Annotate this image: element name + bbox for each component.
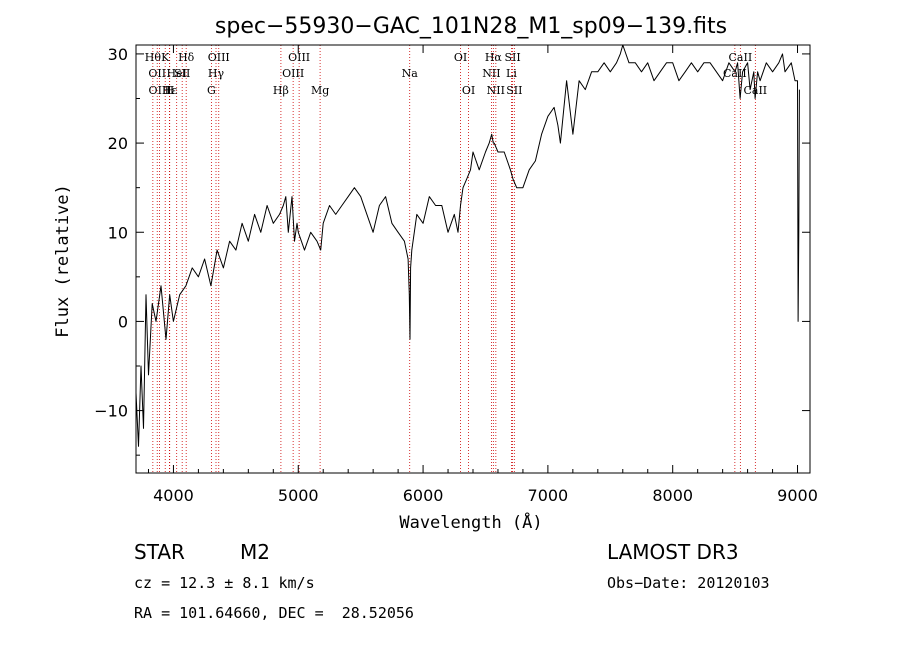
- line-label-3: K: [161, 51, 170, 64]
- line-label-15: Mg: [311, 84, 329, 97]
- spectral-line-labels: HθOIIOIIIKHHεHeISIIHδGHγOIIIHβOIIIOIIIMg…: [145, 51, 767, 97]
- line-label-20: Hα: [485, 51, 503, 64]
- x-tick-label-9000: 9000: [777, 486, 818, 505]
- line-label-23: SII: [504, 51, 520, 64]
- line-label-6: HeI: [166, 67, 186, 80]
- object-class: STAR: [134, 540, 185, 564]
- object-subclass: M2: [240, 540, 270, 564]
- redshift-text: cz = 12.3 ± 8.1 km/s: [134, 574, 315, 592]
- line-label-4: H: [165, 84, 175, 97]
- axis-ticks: 4000 5000 6000 7000 8000 9000 −10 0 10 20 30: [94, 45, 818, 505]
- line-label-21: NII: [487, 84, 505, 97]
- line-label-7: SII: [174, 67, 190, 80]
- line-label-22: Li: [506, 67, 517, 80]
- line-label-18: OI: [462, 84, 475, 97]
- line-label-13: OIII: [282, 67, 304, 80]
- y-tick-label--10: −10: [94, 402, 128, 421]
- coordinates-text: RA = 101.64660, DEC = 28.52056: [134, 604, 414, 622]
- spectral-line-markers: [152, 45, 756, 473]
- x-tick-label-4000: 4000: [153, 486, 194, 505]
- x-tick-label-8000: 8000: [652, 486, 693, 505]
- x-tick-label-6000: 6000: [403, 486, 444, 505]
- x-tick-label-7000: 7000: [528, 486, 569, 505]
- line-label-0: Hθ: [145, 51, 162, 64]
- obs-date-text: Obs−Date: 20120103: [607, 574, 770, 592]
- chart-title: spec−55930−GAC_101N28_M1_sp09−139.fits: [215, 14, 727, 39]
- line-label-24: SII: [506, 84, 522, 97]
- survey-name: LAMOST DR3: [607, 540, 739, 564]
- line-label-5: Hε: [162, 84, 178, 97]
- line-label-9: G: [207, 84, 216, 97]
- x-axis-label: Wavelength (Å): [399, 511, 542, 533]
- y-tick-label-10: 10: [108, 223, 128, 242]
- line-label-26: CaII: [729, 51, 753, 64]
- line-label-12: Hβ: [273, 84, 289, 97]
- line-label-8: Hδ: [178, 51, 195, 64]
- y-tick-label-30: 30: [108, 45, 128, 64]
- line-label-10: Hγ: [208, 67, 225, 80]
- series-layer: [135, 44, 800, 447]
- y-tick-label-20: 20: [108, 134, 128, 153]
- line-label-25: CaII: [723, 67, 747, 80]
- y-axis-label: Flux (relative): [53, 184, 73, 338]
- line-label-19: NII: [482, 67, 500, 80]
- line-label-1: OII: [148, 67, 166, 80]
- line-label-17: OI: [454, 51, 467, 64]
- line-label-2: OIII: [149, 84, 171, 97]
- line-label-14: OIII: [288, 51, 310, 64]
- line-label-11: OIII: [208, 51, 230, 64]
- plot-frame: [135, 44, 811, 474]
- y-tick-label-0: 0: [118, 312, 128, 331]
- spectrum-line: [135, 44, 800, 447]
- line-label-16: Na: [402, 67, 419, 80]
- x-tick-label-5000: 5000: [278, 486, 319, 505]
